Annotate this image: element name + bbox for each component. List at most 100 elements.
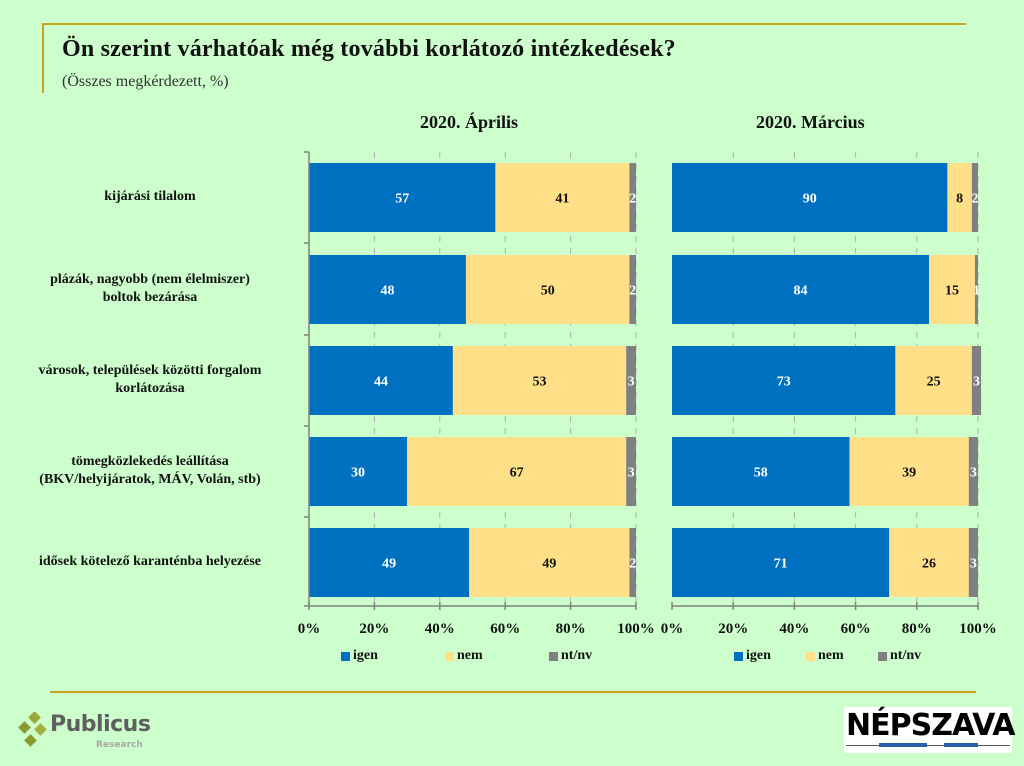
data-label: 3 bbox=[628, 375, 635, 390]
legend-label: nt/nv bbox=[890, 648, 922, 663]
legend-label: nem bbox=[818, 648, 844, 663]
legend-item-ntnv: nt/nv bbox=[549, 648, 592, 664]
legend-item-igen: igen bbox=[734, 648, 806, 664]
category-label-line: boltok bezárása bbox=[102, 290, 198, 305]
bar-nem bbox=[452, 346, 627, 415]
header-rule-top bbox=[42, 23, 966, 25]
category-label: idősek kötelező karanténba helyezése bbox=[0, 553, 300, 571]
data-label: 8 bbox=[956, 192, 963, 207]
bar-igen bbox=[672, 255, 930, 324]
data-label: 67 bbox=[510, 466, 524, 481]
legend-item-ntnv: nt/nv bbox=[878, 648, 921, 664]
data-label: 58 bbox=[754, 466, 768, 481]
bar-nem bbox=[929, 255, 975, 324]
legend-swatch-igen bbox=[341, 651, 350, 661]
category-label-line: korlátozása bbox=[115, 381, 185, 396]
data-label: 57 bbox=[395, 192, 409, 207]
data-label: 90 bbox=[803, 192, 817, 207]
legend-label: nem bbox=[457, 648, 483, 663]
category-label: kijárási tilalom bbox=[0, 188, 300, 206]
x-tick-label: 0% bbox=[661, 621, 684, 637]
data-label: 41 bbox=[555, 192, 569, 207]
nepszava-rule bbox=[846, 745, 1010, 746]
bar-igen bbox=[309, 255, 466, 324]
bar-ntnv bbox=[629, 255, 636, 324]
legend-item-nem: nem bbox=[445, 648, 549, 664]
category-label: tömegközlekedés leállítása (BKV/helyijára… bbox=[0, 453, 300, 489]
bar-igen bbox=[672, 346, 896, 415]
data-label: 49 bbox=[382, 557, 396, 572]
category-label: plázák, nagyobb (nem élelmiszer) boltok b… bbox=[0, 271, 300, 307]
data-label: 2 bbox=[629, 557, 636, 572]
legend-swatch-nem bbox=[445, 651, 454, 661]
bar-nem bbox=[889, 528, 969, 597]
data-label: 2 bbox=[629, 192, 636, 207]
bar-ntnv bbox=[629, 163, 636, 232]
data-label: 84 bbox=[794, 284, 808, 299]
bar-igen bbox=[309, 528, 470, 597]
bar-nem bbox=[465, 255, 630, 324]
legend-item-nem: nem bbox=[806, 648, 878, 664]
publicus-name: Publicus bbox=[50, 712, 151, 737]
publicus-diamond-icon bbox=[18, 712, 47, 747]
x-tick-label: 40% bbox=[779, 621, 809, 637]
bar-ntnv bbox=[968, 528, 978, 597]
footer-rule bbox=[50, 691, 976, 693]
data-label: 3 bbox=[973, 375, 980, 390]
legend-march: igen nem nt/nv bbox=[734, 648, 921, 664]
data-label: 15 bbox=[945, 284, 959, 299]
category-label-line: plázák, nagyobb (nem élelmiszer) bbox=[50, 272, 250, 287]
data-label: 3 bbox=[970, 557, 977, 572]
bar-nem bbox=[407, 437, 627, 506]
x-tick-label: 20% bbox=[718, 621, 748, 637]
category-label-line: idősek kötelező karanténba helyezése bbox=[38, 554, 262, 569]
bar-ntnv bbox=[626, 346, 636, 415]
bar-igen bbox=[672, 437, 850, 506]
bar-ntnv bbox=[968, 437, 978, 506]
bar-nem bbox=[849, 437, 969, 506]
data-label: 3 bbox=[628, 466, 635, 481]
bar-igen bbox=[672, 528, 890, 597]
header-rule-left bbox=[42, 23, 44, 93]
data-label: 53 bbox=[533, 375, 547, 390]
bar-ntnv bbox=[971, 163, 978, 232]
nepszava-logo: NÉPSZAVA bbox=[844, 707, 1016, 753]
nepszava-tagline-left bbox=[879, 743, 927, 747]
bar-igen bbox=[309, 346, 453, 415]
x-tick-label: 100% bbox=[959, 621, 997, 637]
bar-nem bbox=[895, 346, 972, 415]
data-label: 25 bbox=[927, 375, 941, 390]
x-tick-label: 80% bbox=[902, 621, 932, 637]
x-tick-label: 20% bbox=[359, 621, 389, 637]
bar-igen bbox=[309, 437, 408, 506]
data-label: 48 bbox=[380, 284, 394, 299]
data-label: 44 bbox=[374, 375, 388, 390]
category-label-line: (BKV/helyijáratok, MÁV, Volán, stb) bbox=[39, 472, 261, 487]
data-label: 3 bbox=[970, 466, 977, 481]
data-label: 1 bbox=[973, 284, 980, 299]
legend-label: nt/nv bbox=[561, 648, 593, 663]
data-label: 2 bbox=[971, 192, 978, 207]
bar-ntnv bbox=[629, 528, 636, 597]
bar-nem bbox=[495, 163, 630, 232]
category-label: városok, települések közötti forgalom kor… bbox=[0, 362, 300, 398]
publicus-sub: Research bbox=[96, 740, 143, 750]
bar-ntnv bbox=[974, 255, 978, 324]
legend-swatch-nem bbox=[806, 651, 815, 661]
legend-april: igen nem nt/nv bbox=[341, 648, 592, 664]
x-tick-label: 80% bbox=[556, 621, 586, 637]
bar-ntnv bbox=[626, 437, 636, 506]
x-tick-label: 0% bbox=[298, 621, 321, 637]
nepszava-name: NÉPSZAVA bbox=[846, 708, 1016, 743]
data-label: 73 bbox=[777, 375, 791, 390]
legend-swatch-ntnv bbox=[878, 651, 887, 661]
legend-label: igen bbox=[353, 648, 378, 663]
bar-nem bbox=[469, 528, 630, 597]
x-tick-label: 40% bbox=[425, 621, 455, 637]
data-label: 50 bbox=[541, 284, 555, 299]
category-label-line: kijárási tilalom bbox=[104, 189, 196, 204]
data-label: 71 bbox=[774, 557, 788, 572]
chart-subtitle: (Összes megkérdezett, %) bbox=[62, 73, 229, 90]
panel-title-march: 2020. Március bbox=[756, 112, 865, 132]
